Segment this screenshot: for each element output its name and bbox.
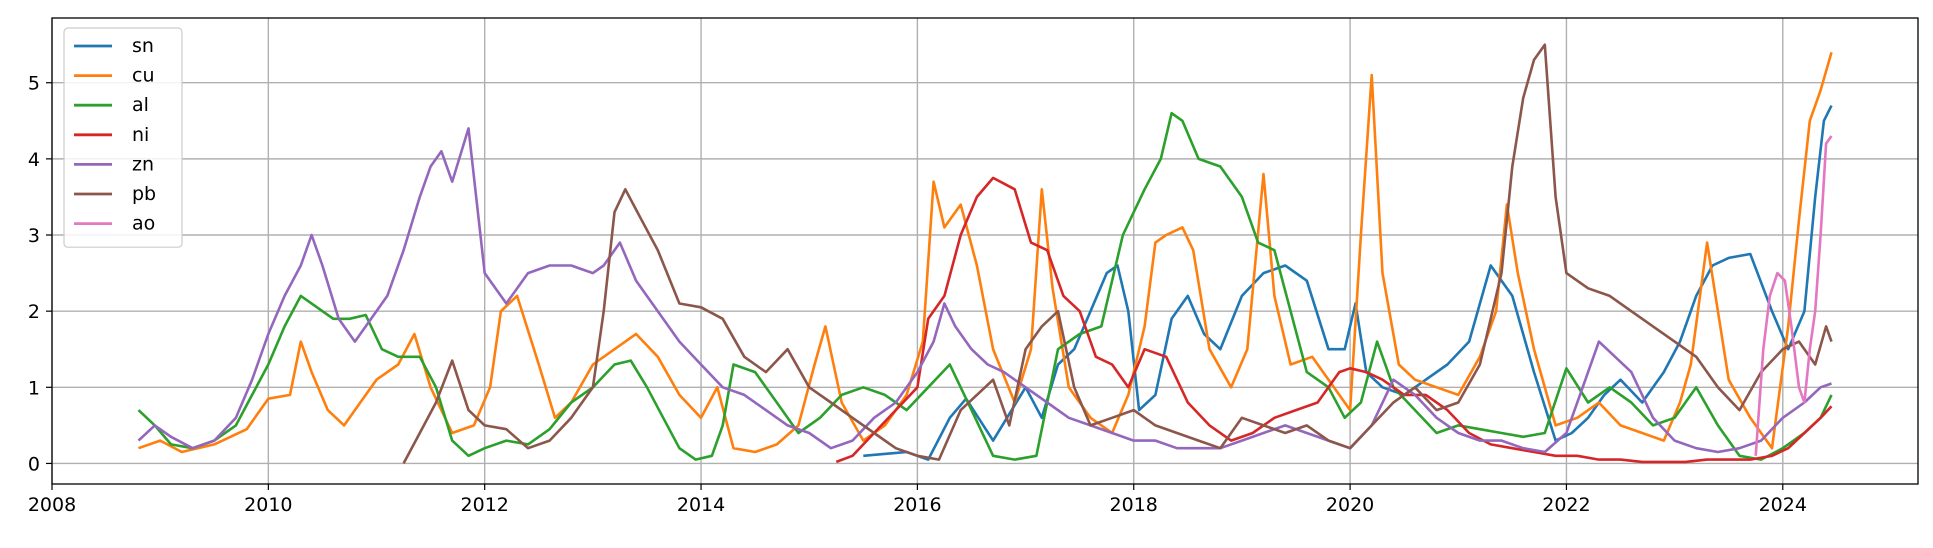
- y-tick-label: 1: [28, 377, 40, 399]
- y-tick-label: 0: [28, 453, 40, 475]
- x-tick-label: 2020: [1326, 494, 1374, 516]
- y-tick-label: 4: [28, 149, 40, 171]
- legend-box: [63, 27, 183, 248]
- series-lines: [137, 43, 1833, 465]
- axis-ticks: 2008 2010 2012 2014 2016 2018 2020 2022 2024 0 1 2 3…: [28, 73, 1807, 516]
- x-tick-label: 2022: [1542, 494, 1590, 516]
- x-tick-label: 2016: [893, 494, 941, 516]
- x-tick-label: 2012: [461, 494, 509, 516]
- x-tick-label: 2024: [1759, 494, 1807, 516]
- legend-label-cu: cu: [132, 65, 155, 87]
- y-tick-label: 2: [28, 301, 40, 323]
- x-tick-label: 2014: [677, 494, 725, 516]
- legend-label-ni: ni: [132, 124, 149, 146]
- series-line-sn: [863, 105, 1833, 461]
- x-tick-label: 2008: [28, 494, 76, 516]
- legend-label-pb: pb: [132, 183, 156, 205]
- y-tick-label: 5: [28, 73, 40, 95]
- legend-label-ao: ao: [132, 213, 155, 235]
- x-tick-label: 2018: [1110, 494, 1158, 516]
- series-line-zn: [137, 127, 1832, 454]
- plot-frame: [51, 17, 1919, 485]
- series-line-al: [137, 111, 1833, 461]
- series-line-ni: [835, 176, 1833, 464]
- legend-label-sn: sn: [132, 35, 154, 57]
- legend-label-al: al: [132, 94, 149, 116]
- series-line-ao: [1754, 135, 1833, 456]
- y-tick-label: 3: [28, 225, 40, 247]
- x-tick-label: 2010: [244, 494, 292, 516]
- series-line-pb: [402, 43, 1833, 465]
- legend: sn cu al ni zn pb ao: [63, 27, 183, 248]
- legend-label-zn: zn: [132, 153, 154, 175]
